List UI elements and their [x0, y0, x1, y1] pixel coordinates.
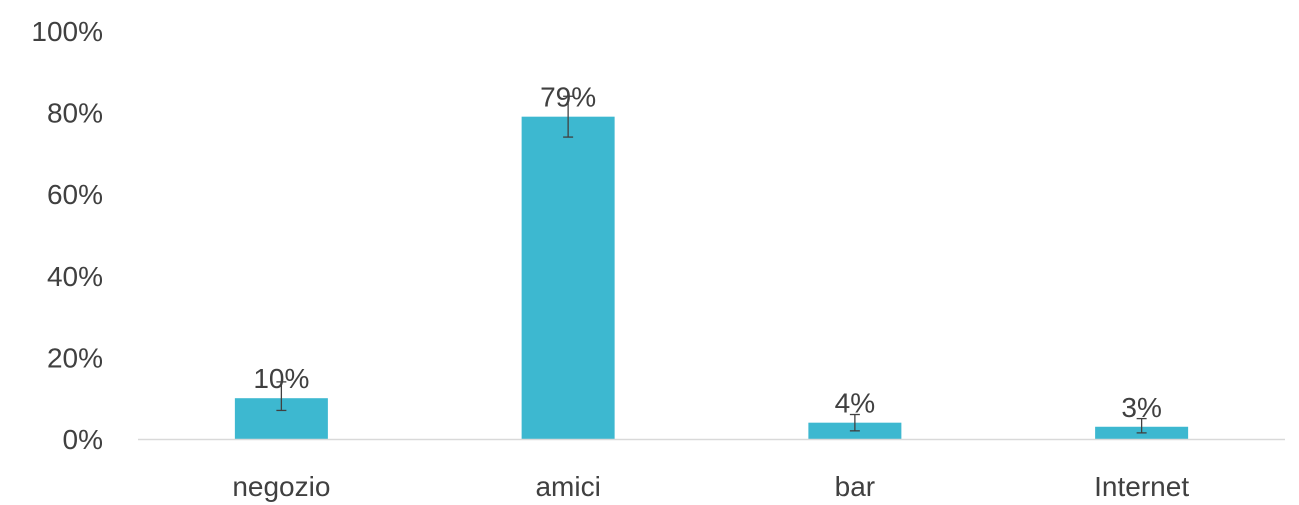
- y-tick-label: 100%: [31, 16, 103, 47]
- data-label-amici: 79%: [540, 82, 596, 113]
- x-tick-label-amici: amici: [535, 471, 600, 502]
- error-bar-bar: [849, 413, 860, 432]
- data-label-internet: 3%: [1121, 392, 1161, 423]
- y-tick-label: 80%: [47, 98, 103, 129]
- data-label-negozio: 10%: [253, 363, 309, 394]
- error-bar-internet: [1136, 417, 1147, 434]
- error-bars: [276, 95, 1147, 434]
- error-bar-amici: [563, 95, 574, 138]
- y-tick-label: 20%: [47, 342, 103, 373]
- data-label-bar: 4%: [835, 388, 875, 419]
- x-tick-label-negozio: negozio: [232, 471, 330, 502]
- y-axis-tick-labels: 0% 20% 40% 60% 80% 100%: [31, 16, 103, 455]
- x-tick-label-bar: bar: [835, 471, 875, 502]
- bars: [234, 116, 1189, 440]
- error-bar-negozio: [276, 381, 287, 412]
- y-tick-label: 0%: [63, 424, 103, 455]
- bar-amici: [521, 116, 615, 440]
- x-tick-label-internet: Internet: [1094, 471, 1189, 502]
- y-tick-label: 40%: [47, 261, 103, 292]
- data-labels: 10% 79% 4% 3%: [253, 82, 1162, 423]
- y-tick-label: 60%: [47, 179, 103, 210]
- x-axis-tick-labels: negozio amici bar Internet: [232, 471, 1189, 502]
